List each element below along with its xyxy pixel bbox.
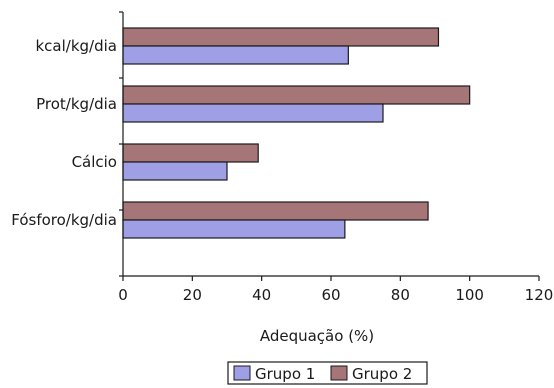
legend: Grupo 1 Grupo 2: [227, 361, 428, 385]
category-labels: kcal/kg/dia Prot/kg/dia Cálcio Fósforo/kg/d…: [11, 37, 117, 229]
legend-swatch-grupo-1: [233, 365, 251, 381]
x-tick-label: 20: [183, 286, 202, 304]
bar-grupo-1-2: [122, 161, 228, 181]
x-tick-label: 100: [455, 286, 484, 304]
category-label: Prot/kg/dia: [36, 95, 117, 113]
ticks-group: 0 20 40 60 80 100 120: [118, 11, 554, 304]
category-label: Cálcio: [72, 153, 117, 171]
bar-grupo-1-1: [122, 103, 384, 123]
legend-box: [227, 361, 428, 385]
x-tick-label: 60: [321, 286, 340, 304]
bar-grupo-2-0: [122, 27, 440, 47]
x-tick-label: 40: [252, 286, 271, 304]
legend-swatch-grupo-2: [330, 365, 348, 381]
x-tick-label: 0: [118, 286, 128, 304]
x-tick-label: 80: [391, 286, 410, 304]
category-label: Fósforo/kg/dia: [11, 211, 117, 229]
x-tick-label: 120: [525, 286, 554, 304]
bar-grupo-2-1: [122, 85, 471, 105]
bar-grupo-2-3: [122, 201, 429, 221]
bars-group: [122, 27, 471, 239]
bar-grupo-2-2: [122, 143, 259, 163]
legend-label: Grupo 1: [255, 365, 315, 383]
bar-grupo-1-3: [122, 219, 346, 239]
bar-grupo-1-0: [122, 45, 349, 65]
legend-label: Grupo 2: [352, 365, 412, 383]
x-axis-title: Adequação (%): [260, 327, 374, 345]
category-label: kcal/kg/dia: [36, 37, 118, 55]
